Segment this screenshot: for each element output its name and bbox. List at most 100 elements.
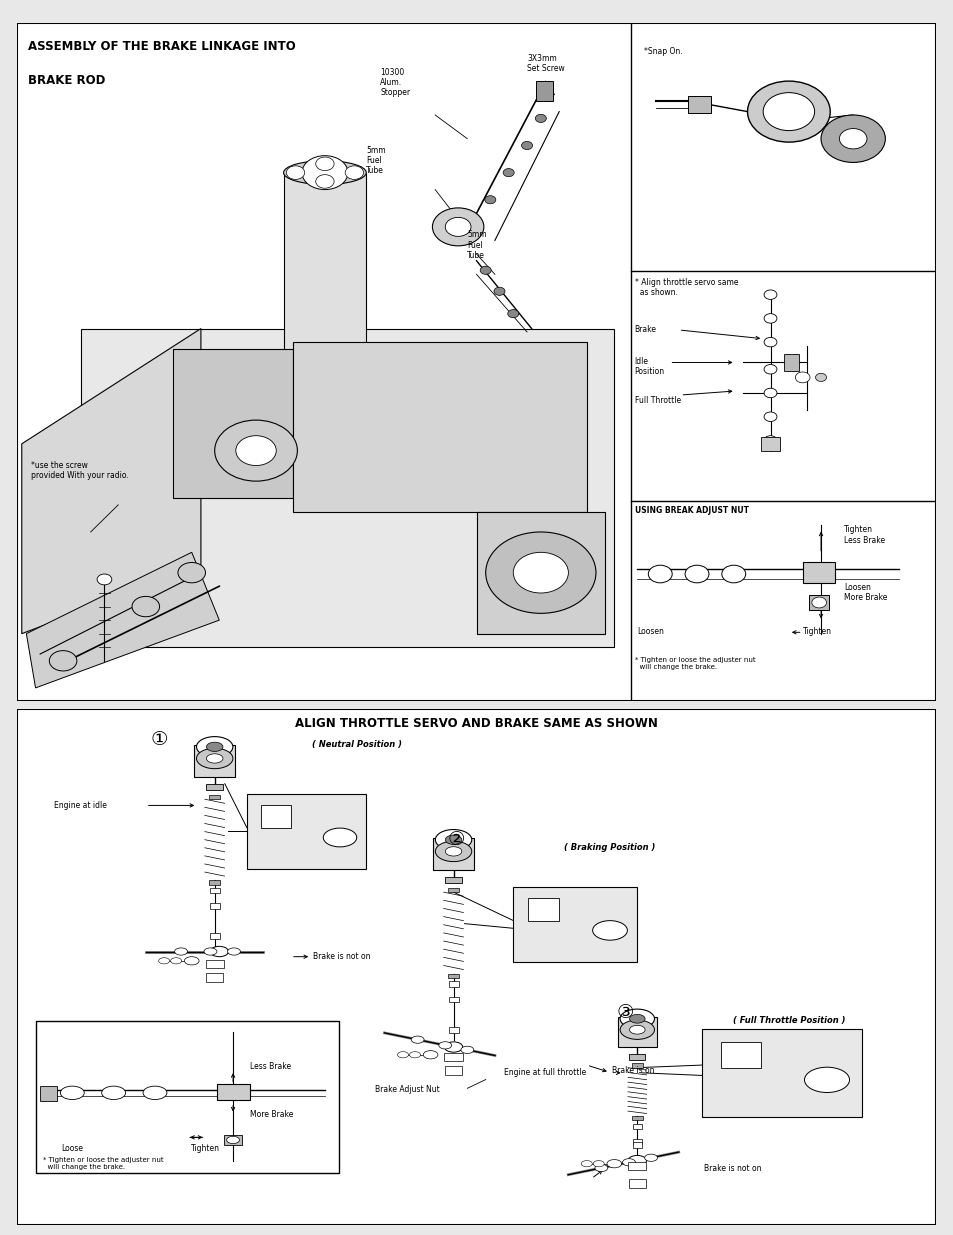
Bar	[627, 1162, 646, 1170]
Circle shape	[235, 436, 276, 466]
Circle shape	[409, 1052, 420, 1058]
Circle shape	[171, 957, 181, 963]
Text: Brake: Brake	[634, 325, 656, 335]
Circle shape	[494, 288, 504, 295]
Text: Loosen
More Brake: Loosen More Brake	[843, 583, 886, 603]
Circle shape	[507, 310, 518, 317]
Text: Loose: Loose	[61, 1144, 83, 1152]
Circle shape	[97, 574, 112, 585]
Circle shape	[521, 142, 532, 149]
Text: ALIGN THROTTLE SERVO AND BRAKE SAME AS SHOWN: ALIGN THROTTLE SERVO AND BRAKE SAME AS S…	[294, 716, 658, 730]
Text: Idle
Position: Idle Position	[634, 357, 664, 377]
Circle shape	[143, 1086, 167, 1099]
Circle shape	[132, 597, 159, 616]
Text: 3X3mm
Set Screw: 3X3mm Set Screw	[526, 54, 564, 73]
Text: Full Throttle: Full Throttle	[634, 396, 679, 405]
Circle shape	[763, 436, 776, 445]
Circle shape	[644, 1155, 657, 1161]
Circle shape	[479, 267, 491, 274]
Bar	[209, 794, 220, 799]
Circle shape	[204, 948, 216, 955]
Circle shape	[592, 920, 627, 940]
Circle shape	[174, 948, 188, 955]
Text: Engine at idle: Engine at idle	[54, 802, 107, 810]
Circle shape	[619, 1009, 654, 1029]
Bar	[528, 898, 558, 920]
Circle shape	[606, 1160, 621, 1168]
Bar	[447, 888, 458, 892]
Bar	[631, 1063, 642, 1068]
Bar	[35, 1021, 338, 1173]
Circle shape	[438, 1041, 451, 1049]
Text: ASSEMBLY OF THE BRAKE LINKAGE INTO: ASSEMBLY OF THE BRAKE LINKAGE INTO	[29, 41, 295, 53]
Circle shape	[629, 1014, 644, 1023]
Circle shape	[411, 1036, 424, 1044]
Text: ( Full Throttle Position ): ( Full Throttle Position )	[732, 1016, 844, 1025]
Text: *Snap On.: *Snap On.	[643, 47, 681, 57]
Bar	[210, 903, 219, 909]
Bar	[447, 973, 458, 978]
Text: Brake is not on: Brake is not on	[313, 952, 370, 961]
Bar	[444, 1053, 462, 1061]
Text: * Tighten or loose the adjuster nut
  will change the brake.: * Tighten or loose the adjuster nut will…	[634, 657, 755, 671]
Circle shape	[811, 597, 825, 608]
Bar	[193, 746, 235, 777]
Circle shape	[684, 566, 708, 583]
Circle shape	[460, 1046, 474, 1053]
Circle shape	[502, 168, 514, 177]
Bar	[632, 1139, 641, 1145]
Circle shape	[315, 174, 334, 188]
Bar	[210, 934, 219, 939]
Circle shape	[595, 1165, 607, 1172]
Circle shape	[747, 82, 829, 142]
Text: Loosen: Loosen	[637, 627, 663, 636]
Circle shape	[803, 1067, 848, 1093]
Bar	[40, 1086, 56, 1102]
Polygon shape	[22, 329, 201, 634]
Circle shape	[445, 217, 471, 236]
Circle shape	[629, 1025, 644, 1034]
Circle shape	[815, 373, 825, 382]
Text: 5mm
Fuel
Tube: 5mm Fuel Tube	[467, 230, 486, 261]
Circle shape	[619, 1020, 654, 1040]
Circle shape	[228, 948, 240, 955]
Circle shape	[158, 957, 170, 963]
Circle shape	[178, 562, 205, 583]
Circle shape	[444, 1042, 462, 1052]
Bar	[224, 1135, 242, 1145]
Circle shape	[627, 1156, 646, 1166]
Circle shape	[484, 195, 496, 204]
Circle shape	[763, 412, 776, 421]
Bar	[216, 1083, 250, 1100]
Circle shape	[432, 207, 483, 246]
Circle shape	[445, 835, 461, 845]
Text: ③: ③	[616, 1003, 634, 1023]
Circle shape	[227, 1136, 239, 1144]
Circle shape	[445, 847, 461, 856]
Text: * Tighten or loose the adjuster nut
  will change the brake.: * Tighten or loose the adjuster nut will…	[43, 1157, 163, 1170]
Polygon shape	[27, 552, 219, 688]
Circle shape	[485, 532, 596, 614]
Bar	[448, 1028, 458, 1032]
Bar	[629, 1055, 644, 1060]
Circle shape	[435, 830, 471, 850]
Circle shape	[214, 420, 297, 482]
Bar	[476, 511, 604, 634]
Circle shape	[50, 651, 77, 671]
Text: Brake Adjust Nut: Brake Adjust Nut	[375, 1086, 439, 1094]
Circle shape	[593, 1161, 603, 1167]
Text: BRAKE ROD: BRAKE ROD	[29, 74, 106, 88]
Text: ( Braking Position ): ( Braking Position )	[563, 844, 655, 852]
Bar	[513, 887, 637, 962]
Circle shape	[302, 156, 348, 190]
Bar	[445, 877, 461, 883]
Circle shape	[196, 736, 233, 757]
Bar	[808, 595, 828, 610]
Text: * Align throttle servo same
  as shown.: * Align throttle servo same as shown.	[634, 278, 738, 298]
Text: 5mm
Fuel
Tube: 5mm Fuel Tube	[366, 146, 386, 175]
Text: Less Brake: Less Brake	[250, 1062, 291, 1071]
Circle shape	[513, 552, 568, 593]
Text: 10300
Alum.
Stopper: 10300 Alum. Stopper	[379, 68, 410, 98]
Bar	[445, 1066, 461, 1076]
Ellipse shape	[283, 161, 366, 184]
